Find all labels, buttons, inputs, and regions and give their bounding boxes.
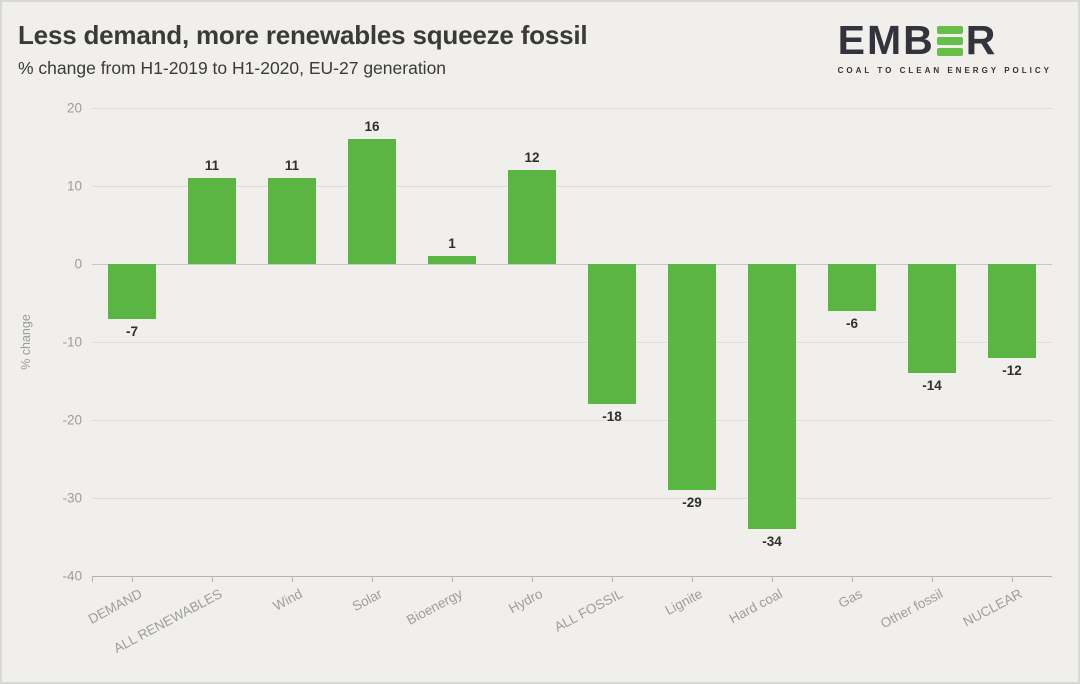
x-category-label-gas: Gas <box>836 586 866 611</box>
chart-header: Less demand, more renewables squeeze fos… <box>18 20 1062 79</box>
x-tick <box>852 576 853 582</box>
bar-value-all-fossil: -18 <box>602 409 622 425</box>
x-category-label-hydro: Hydro <box>506 586 546 617</box>
x-tick <box>212 576 213 582</box>
x-tick <box>612 576 613 582</box>
logo-green-e-bars-icon <box>936 25 963 56</box>
x-tick <box>1012 576 1013 582</box>
ember-logo: EMB R COAL TO CLEAN ENERGY POLICY <box>837 20 1052 76</box>
y-tick-label: -30 <box>62 490 82 506</box>
bar-value-demand: -7 <box>125 323 139 339</box>
zero-gridline <box>92 264 1052 265</box>
gridline <box>92 186 1052 187</box>
bar-value-all-renewables: 11 <box>204 158 220 174</box>
bar-gas <box>828 264 876 311</box>
bar-value-bioenergy: 1 <box>448 236 456 252</box>
x-tick <box>132 576 133 582</box>
bar-value-hydro: 12 <box>524 150 540 166</box>
x-tick <box>452 576 453 582</box>
y-tick-label: 20 <box>66 100 82 116</box>
x-axis-corner-tick <box>92 576 93 582</box>
x-tick <box>692 576 693 582</box>
x-category-label-solar: Solar <box>350 586 386 615</box>
y-tick-label: -20 <box>62 412 82 428</box>
gridline <box>92 342 1052 343</box>
x-category-label-wind: Wind <box>270 586 306 614</box>
bar-value-nuclear: -12 <box>1002 362 1022 378</box>
gridline <box>92 108 1052 109</box>
bar-value-hard-coal: -34 <box>762 534 782 550</box>
x-category-label-hard-coal: Hard coal <box>726 586 786 627</box>
ember-logo-tagline: COAL TO CLEAN ENERGY POLICY <box>837 66 1052 75</box>
x-category-label-bioenergy: Bioenergy <box>404 586 466 628</box>
bar-solar <box>348 139 396 264</box>
x-category-label-other-fossil: Other fossil <box>877 586 946 632</box>
bar-other-fossil <box>908 264 956 374</box>
y-tick-label: 0 <box>74 256 82 272</box>
x-tick <box>532 576 533 582</box>
bar-value-solar: 16 <box>364 119 380 135</box>
chart-subtitle: % change from H1-2019 to H1-2020, EU-27 … <box>18 58 447 78</box>
x-category-label-nuclear: NUCLEAR <box>961 586 1026 630</box>
bar-wind <box>268 178 316 264</box>
bar-value-other-fossil: -14 <box>922 378 942 394</box>
bar-all-fossil <box>588 264 636 405</box>
chart-title: Less demand, more renewables squeeze fos… <box>18 20 588 50</box>
y-tick-label: 10 <box>66 178 82 194</box>
bar-lignite <box>668 264 716 491</box>
plot-area: 20 10 0 -10 -20 -30 -40 -7 DEMAND 11 ALL RENEWABLE… <box>62 101 1052 656</box>
bar-demand <box>108 264 156 319</box>
logo-letter-r: R <box>965 17 998 63</box>
bar-nuclear <box>988 264 1036 358</box>
gridline <box>92 420 1052 421</box>
logo-letters-emb: EMB <box>837 17 935 63</box>
bar-hard-coal <box>748 264 796 530</box>
x-tick <box>772 576 773 582</box>
y-tick-label: -40 <box>62 568 82 584</box>
bar-value-gas: -6 <box>845 315 859 331</box>
x-tick <box>292 576 293 582</box>
y-axis-title: % change <box>19 314 33 370</box>
x-category-label-all-fossil: ALL FOSSIL <box>551 586 626 635</box>
gridline <box>92 498 1052 499</box>
x-tick <box>932 576 933 582</box>
x-category-label-lignite: Lignite <box>662 586 706 618</box>
x-tick <box>372 576 373 582</box>
x-axis-line <box>92 576 1052 577</box>
bar-hydro <box>508 170 556 264</box>
ember-logo-wordmark: EMB R <box>838 20 1052 61</box>
bar-all-renewables <box>188 178 236 264</box>
bar-value-lignite: -29 <box>682 495 702 511</box>
y-tick-label: -10 <box>62 334 82 350</box>
bar-bioenergy <box>428 256 476 264</box>
x-category-label-demand: DEMAND <box>86 586 146 627</box>
bar-value-wind: 11 <box>284 158 300 174</box>
